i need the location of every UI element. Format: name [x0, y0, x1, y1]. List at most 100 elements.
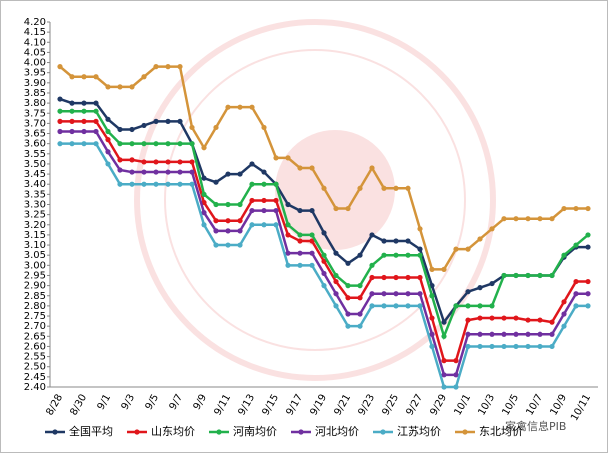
point — [81, 141, 87, 147]
point — [369, 291, 375, 297]
point — [333, 272, 339, 279]
point — [237, 218, 243, 224]
y-tick-label: 4.10 — [24, 37, 46, 48]
point — [501, 343, 507, 350]
point — [489, 343, 495, 350]
point — [381, 303, 387, 309]
point — [405, 291, 411, 297]
point — [105, 84, 111, 90]
point — [357, 252, 363, 258]
point — [261, 197, 267, 204]
point — [465, 343, 471, 350]
point — [81, 100, 87, 106]
point — [321, 258, 327, 264]
point — [309, 262, 315, 268]
legend-marker — [380, 429, 386, 435]
point — [561, 323, 567, 329]
point — [93, 118, 99, 124]
y-tick-label: 3.95 — [24, 68, 46, 79]
point — [573, 291, 579, 297]
point — [213, 124, 219, 131]
point — [429, 293, 435, 299]
point — [405, 252, 411, 258]
y-tick-label: 3.70 — [24, 118, 46, 129]
point — [117, 167, 123, 173]
point — [321, 252, 327, 258]
point — [249, 197, 255, 204]
point — [81, 128, 87, 135]
point — [489, 226, 495, 232]
point — [165, 159, 171, 165]
point — [333, 278, 339, 285]
point — [201, 199, 207, 206]
point — [177, 169, 183, 175]
point — [57, 108, 63, 114]
y-tick-label: 3.10 — [24, 240, 46, 251]
y-tick-label: 4.20 — [24, 17, 46, 28]
point — [357, 185, 363, 191]
legend-label: 河南均价 — [233, 425, 277, 438]
point — [93, 100, 99, 106]
point — [225, 104, 231, 110]
point — [141, 159, 147, 165]
point — [513, 315, 519, 321]
point — [93, 128, 99, 135]
y-tick-label: 3.20 — [24, 220, 46, 231]
point — [309, 238, 315, 244]
point — [213, 228, 219, 234]
point — [345, 205, 351, 212]
point — [453, 372, 459, 378]
y-tick-label: 3.90 — [24, 78, 46, 89]
point — [213, 201, 219, 208]
point — [141, 181, 147, 187]
point — [165, 181, 171, 187]
point — [69, 118, 75, 124]
point — [153, 169, 159, 175]
point — [465, 289, 471, 295]
point — [357, 311, 363, 317]
point — [525, 216, 531, 222]
point — [201, 191, 207, 197]
point — [285, 222, 291, 228]
point — [129, 157, 135, 163]
y-tick-label: 3.25 — [24, 210, 46, 221]
point — [201, 145, 207, 151]
point — [81, 118, 87, 124]
point — [177, 159, 183, 165]
point — [489, 303, 495, 309]
point — [417, 246, 423, 252]
point — [177, 181, 183, 187]
point — [369, 232, 375, 238]
point — [333, 205, 339, 212]
point — [585, 244, 591, 250]
y-tick-label: 3.15 — [24, 230, 46, 241]
point — [93, 108, 99, 114]
point — [417, 252, 423, 258]
point — [393, 303, 399, 309]
point — [261, 124, 267, 131]
point — [549, 319, 555, 325]
point — [213, 218, 219, 224]
point — [345, 323, 351, 329]
point — [537, 317, 543, 323]
point — [525, 331, 531, 337]
point — [309, 250, 315, 256]
point — [129, 169, 135, 175]
point — [213, 179, 219, 185]
point — [81, 108, 87, 114]
point — [153, 181, 159, 187]
point — [129, 141, 135, 147]
point — [465, 246, 471, 252]
point — [345, 295, 351, 301]
point — [393, 274, 399, 281]
point — [249, 222, 255, 228]
y-tick-label: 3.40 — [24, 179, 46, 190]
point — [225, 242, 231, 248]
y-tick-label: 2.65 — [24, 331, 46, 342]
point — [117, 126, 123, 133]
point — [417, 274, 423, 281]
point — [585, 232, 591, 238]
point — [477, 285, 483, 291]
point — [309, 165, 315, 171]
